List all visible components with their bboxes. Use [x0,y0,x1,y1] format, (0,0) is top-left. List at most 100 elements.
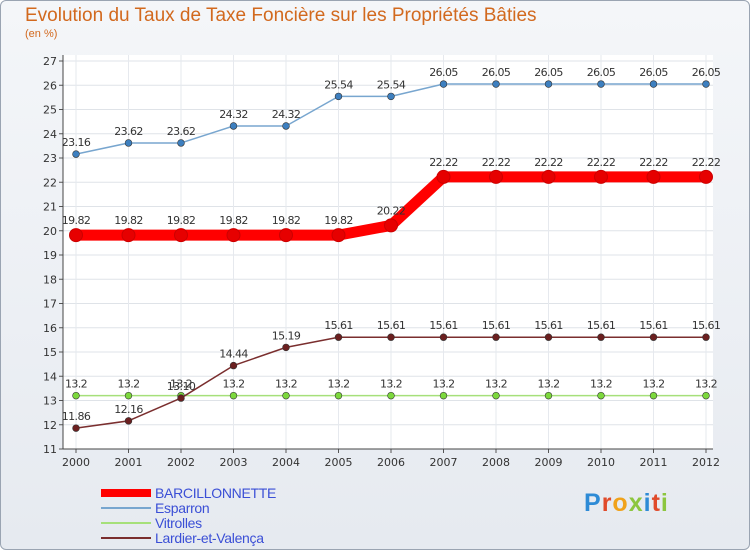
data-point [387,333,395,341]
data-label: 25.54 [324,78,353,91]
data-label: 15.61 [324,319,353,332]
data-label: 15.61 [377,319,406,332]
data-label: 20.22 [377,204,406,217]
y-tick-label: 16 [43,322,57,335]
x-tick-label: 2000 [62,456,90,469]
data-label: 15.61 [692,319,721,332]
y-tick-label: 19 [43,249,57,262]
data-point [649,80,658,88]
data-point [177,139,185,147]
y-tick-label: 14 [43,370,57,383]
data-label: 12.16 [114,403,143,416]
x-tick-label: 2010 [587,456,615,469]
data-point [124,417,133,425]
data-label: 23.62 [114,125,143,138]
legend-swatch-vitrolles [101,522,151,524]
data-label: 13.2 [537,378,559,391]
data-label: 23.62 [167,125,196,138]
data-label: 22.22 [429,156,458,169]
data-point [541,169,556,184]
y-tick-label: 23 [43,152,57,165]
data-point [384,218,398,233]
x-tick-label: 2004 [272,456,300,469]
data-label: 13.2 [327,378,349,391]
data-point [177,394,185,402]
data-label: 19.82 [272,214,301,227]
data-label: 22.22 [482,156,511,169]
data-label: 22.22 [639,156,668,169]
data-label: 13.2 [432,378,454,391]
data-point [387,391,395,400]
data-point [702,391,710,400]
y-tick-label: 17 [43,298,57,311]
y-tick-label: 18 [43,273,57,286]
data-label: 22.22 [587,156,616,169]
data-label: 11.86 [62,410,91,423]
logo-letter: o [612,489,629,517]
data-point [439,333,448,341]
data-point [331,228,346,243]
data-label: 13.2 [590,378,612,391]
data-label: 19.82 [324,214,353,227]
data-point [436,169,451,184]
data-label: 25.54 [377,78,406,91]
logo-letter: t [651,489,661,517]
x-tick-label: 2006 [377,456,405,469]
data-point [439,80,448,88]
data-label: 15.61 [482,319,511,332]
data-label: 15.19 [272,329,301,342]
data-label: 15.61 [534,319,563,332]
data-point [646,169,661,184]
data-point [279,228,293,243]
data-point [174,228,188,243]
legend-label: Vitrolles [155,515,202,531]
data-point [229,361,238,370]
data-point [649,391,658,400]
data-point [489,169,503,184]
data-point [544,80,553,88]
data-point [282,122,290,130]
data-point [72,424,80,432]
data-label: 15.61 [429,319,458,332]
y-tick-label: 11 [43,443,57,456]
data-point [544,333,553,341]
data-point [594,169,608,184]
chart-title: Evolution du Taux de Taxe Foncière sur l… [25,5,537,26]
data-point [492,333,500,341]
data-label: 13.2 [117,378,139,391]
data-point [544,391,553,400]
data-point [121,228,136,243]
data-label: 26.05 [482,66,511,79]
logo-letter: i [643,489,652,517]
chart-subtitle: (en %) [25,28,58,40]
proxiti-logo: Proxiti [584,489,669,518]
data-label: 14.44 [219,348,248,361]
y-tick-label: 22 [43,176,57,189]
y-tick-label: 15 [43,346,57,359]
data-label: 26.05 [429,66,458,79]
x-tick-label: 2007 [430,456,458,469]
y-tick-label: 20 [43,225,57,238]
data-label: 19.82 [167,214,196,227]
x-tick-label: 2002 [167,456,195,469]
data-label: 24.32 [219,108,248,121]
data-point [597,391,605,400]
legend-label: Lardier-et-Valença [155,530,264,546]
logo-letter: i [660,489,669,517]
data-point [597,80,605,88]
data-label: 22.22 [692,156,721,169]
data-point [702,80,710,88]
logo-letter: r [601,489,613,517]
legend-swatch-barcillonnette [101,489,151,497]
data-point [702,333,710,341]
data-label: 26.05 [534,66,563,79]
logo-letter: x [628,489,644,517]
data-label: 22.22 [534,156,563,169]
logo-letter: P [584,489,602,517]
legend-label: Esparron [155,500,210,516]
y-tick-label: 12 [43,419,57,432]
data-label: 24.32 [272,108,301,121]
x-tick-label: 2005 [325,456,353,469]
data-label: 13.2 [65,378,87,391]
legend-swatch-esparron [101,507,151,509]
